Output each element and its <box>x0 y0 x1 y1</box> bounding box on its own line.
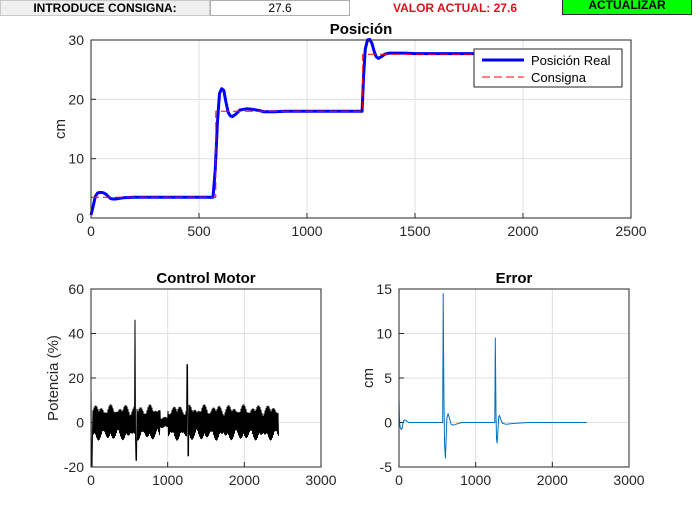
actualizar-button[interactable]: ACTUALIZAR <box>562 0 692 15</box>
series-line-signal <box>398 293 587 459</box>
series-line-signal <box>90 319 279 468</box>
x-tick-label: 1500 <box>399 223 430 239</box>
y-axis-label: Potencia (%) <box>45 335 62 421</box>
x-tick-label: 1000 <box>152 472 183 488</box>
x-tick-label: 3000 <box>305 472 336 488</box>
chart-posicion: 0 500 1000 1500 2000 2500 0 10 20 30 Posición cm Pos… <box>52 21 647 239</box>
y-tick-label: 20 <box>68 370 84 386</box>
x-tick-label: 2000 <box>507 223 538 239</box>
consigna-input[interactable] <box>210 0 350 16</box>
y-tick-label: 0 <box>76 210 84 226</box>
y-tick-label: -20 <box>64 459 84 475</box>
x-tick-label: 2000 <box>229 472 260 488</box>
x-tick-label: 0 <box>87 472 95 488</box>
x-tick-label: 3000 <box>613 472 644 488</box>
plot-axes-box <box>90 39 632 219</box>
plot-axes-box <box>90 288 322 468</box>
y-tick-label: 60 <box>68 281 84 297</box>
y-tick-label: 10 <box>68 151 84 167</box>
chart-title: Posición <box>330 21 393 38</box>
y-tick-label: 0 <box>76 415 84 431</box>
control-bar: INTRODUCE CONSIGNA: VALOR ACTUAL: 27.6 A… <box>0 0 700 18</box>
y-tick-label: 10 <box>376 326 392 342</box>
y-tick-label: 0 <box>384 415 392 431</box>
legend-entry: Posición Real <box>531 53 611 68</box>
y-tick-label: -5 <box>380 459 393 475</box>
chart-title: Error <box>496 270 533 287</box>
legend-entry: Consigna <box>531 70 587 85</box>
y-tick-label: 15 <box>376 281 392 297</box>
consigna-label: INTRODUCE CONSIGNA: <box>0 0 210 16</box>
x-tick-label: 1000 <box>291 223 322 239</box>
y-axis-label: cm <box>52 119 69 139</box>
y-axis-label: cm <box>360 368 377 388</box>
y-tick-label: 5 <box>384 370 392 386</box>
y-tick-label: 20 <box>68 91 84 107</box>
chart-title: Control Motor <box>156 270 255 287</box>
y-tick-label: 30 <box>68 32 84 48</box>
x-tick-label: 2000 <box>537 472 568 488</box>
y-tick-label: 40 <box>68 326 84 342</box>
valor-actual-text: VALOR ACTUAL: 27.6 <box>392 1 517 15</box>
plot-axes-box <box>398 288 630 468</box>
x-tick-label: 500 <box>187 223 211 239</box>
legend-box <box>473 48 623 88</box>
x-tick-label: 0 <box>395 472 403 488</box>
x-tick-label: 0 <box>87 223 95 239</box>
series-line-consigna <box>91 53 621 198</box>
x-tick-label: 2500 <box>615 223 646 239</box>
x-tick-label: 1000 <box>460 472 491 488</box>
